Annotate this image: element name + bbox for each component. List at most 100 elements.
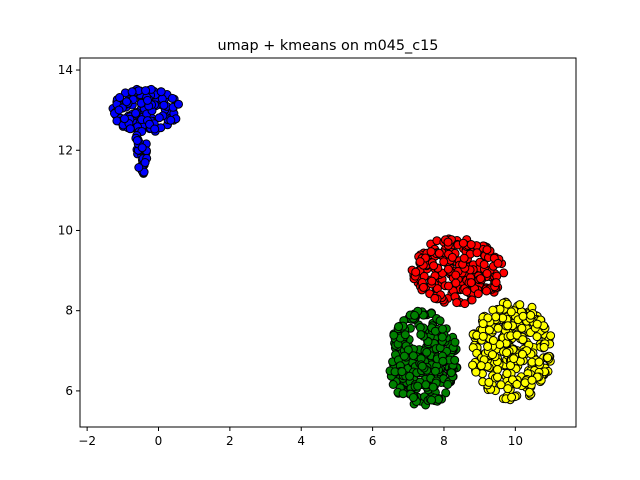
data-point	[534, 357, 544, 367]
data-point	[483, 342, 493, 351]
data-point	[443, 380, 453, 389]
data-point	[413, 381, 423, 391]
data-point	[140, 158, 150, 167]
data-point	[503, 384, 513, 394]
data-point	[506, 307, 516, 317]
data-point	[415, 257, 425, 267]
data-point	[450, 355, 460, 365]
data-point	[526, 310, 536, 320]
data-point	[502, 299, 512, 309]
data-point	[468, 360, 478, 370]
x-tick-label: 4	[297, 434, 305, 448]
data-point	[426, 247, 436, 257]
data-point	[422, 347, 432, 357]
data-point	[430, 366, 440, 376]
data-point	[460, 299, 470, 309]
data-point	[416, 330, 426, 340]
data-point	[478, 331, 488, 341]
data-point	[435, 316, 445, 326]
points-layer	[108, 84, 556, 410]
data-point	[438, 356, 448, 366]
data-point	[131, 108, 141, 118]
data-point	[476, 361, 486, 371]
data-point	[398, 389, 408, 399]
data-point	[132, 136, 142, 145]
data-point	[473, 289, 483, 299]
data-point	[491, 278, 501, 288]
data-point	[524, 387, 534, 397]
data-point	[450, 337, 460, 347]
data-point	[122, 97, 132, 107]
data-point	[482, 269, 492, 278]
data-point	[458, 238, 468, 248]
data-point	[452, 298, 462, 308]
data-point	[532, 319, 542, 329]
x-axis: −2 0 2 4 6 8 10	[78, 427, 523, 448]
y-tick-label: 10	[58, 223, 73, 237]
x-tick-label: 8	[440, 434, 448, 448]
data-point	[154, 113, 164, 123]
data-point	[462, 287, 472, 297]
data-point	[476, 274, 486, 284]
data-point	[512, 330, 522, 340]
data-point	[466, 240, 476, 249]
data-point	[141, 86, 151, 96]
data-point	[507, 392, 517, 402]
data-point	[467, 295, 477, 305]
data-point	[503, 321, 513, 331]
x-tick-label: 2	[226, 434, 234, 448]
data-point	[512, 379, 522, 389]
data-point	[438, 324, 447, 334]
data-point	[478, 319, 488, 329]
data-point	[447, 252, 457, 262]
data-point	[427, 276, 437, 286]
data-point	[493, 323, 503, 333]
x-tick-label: −2	[78, 434, 96, 448]
data-point	[488, 336, 498, 345]
data-point	[174, 99, 183, 109]
data-point	[437, 332, 447, 342]
data-point	[125, 124, 135, 134]
plot-frame	[79, 57, 577, 428]
x-tick-label: 6	[369, 434, 377, 448]
data-point	[417, 361, 427, 371]
data-point	[408, 351, 418, 361]
data-point	[502, 348, 512, 358]
data-point	[429, 261, 439, 271]
data-point	[532, 332, 542, 342]
data-point	[120, 114, 129, 124]
data-point	[421, 380, 431, 390]
data-point	[166, 115, 176, 125]
data-point	[484, 377, 494, 387]
data-point	[482, 245, 492, 255]
data-point	[430, 293, 440, 303]
data-point	[518, 349, 527, 359]
data-point	[443, 237, 453, 247]
data-point	[428, 382, 438, 392]
data-point	[408, 393, 418, 402]
data-point	[156, 87, 166, 97]
data-point	[518, 335, 528, 345]
data-point	[488, 350, 497, 360]
data-point	[419, 282, 428, 292]
data-point	[143, 95, 152, 105]
chart-title: umap + kmeans on m045_c15	[218, 38, 439, 54]
data-point	[439, 257, 449, 267]
data-point	[472, 248, 482, 258]
data-point	[410, 310, 420, 320]
y-tick-label: 6	[65, 384, 73, 398]
data-point	[399, 351, 409, 361]
data-point	[150, 124, 160, 134]
x-tick-label: 10	[508, 434, 523, 448]
data-point	[484, 325, 494, 335]
y-tick-label: 12	[58, 143, 73, 157]
data-point	[127, 87, 137, 97]
data-point	[451, 278, 461, 288]
data-point	[137, 143, 147, 153]
data-point	[493, 258, 503, 268]
data-point	[483, 313, 493, 323]
data-point	[134, 163, 144, 172]
x-tick-label: 0	[155, 434, 163, 448]
data-point	[493, 372, 502, 382]
data-point	[444, 281, 453, 291]
